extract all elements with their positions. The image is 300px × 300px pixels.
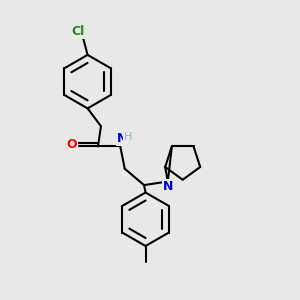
Text: N: N bbox=[163, 180, 174, 194]
Text: N: N bbox=[117, 132, 127, 145]
Text: Cl: Cl bbox=[71, 25, 84, 38]
Text: O: O bbox=[67, 138, 77, 152]
Text: H: H bbox=[124, 132, 132, 142]
